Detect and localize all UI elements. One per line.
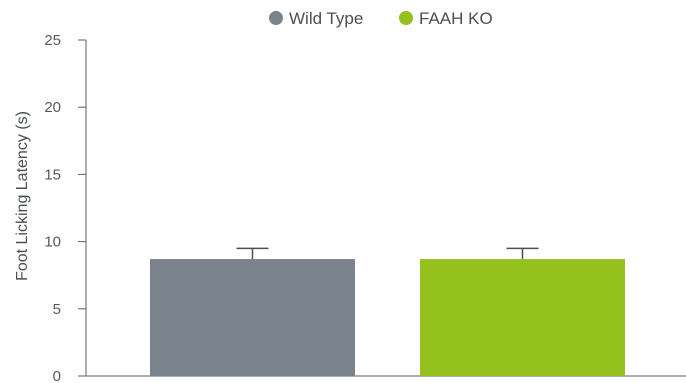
y-tick-label: 10 bbox=[44, 234, 61, 251]
y-axis-title: Foot Licking Latency (s) bbox=[14, 111, 31, 281]
legend-marker-wild-type bbox=[269, 11, 283, 25]
bar-wild-type bbox=[150, 259, 355, 376]
legend-label-faah-ko: FAAH KO bbox=[419, 9, 493, 28]
y-tick-label: 20 bbox=[44, 99, 61, 116]
y-tick-label: 0 bbox=[53, 368, 61, 383]
legend: Wild Type FAAH KO bbox=[269, 9, 493, 28]
y-tick-label: 25 bbox=[44, 32, 61, 49]
y-tick-label: 5 bbox=[53, 301, 61, 318]
legend-marker-faah-ko bbox=[399, 11, 413, 25]
y-axis-ticks: 0 5 10 15 20 25 bbox=[44, 32, 86, 383]
bars bbox=[150, 247, 625, 376]
y-tick-label: 15 bbox=[44, 166, 61, 183]
legend-label-wild-type: Wild Type bbox=[289, 9, 363, 28]
bar-faah-ko bbox=[420, 259, 625, 376]
